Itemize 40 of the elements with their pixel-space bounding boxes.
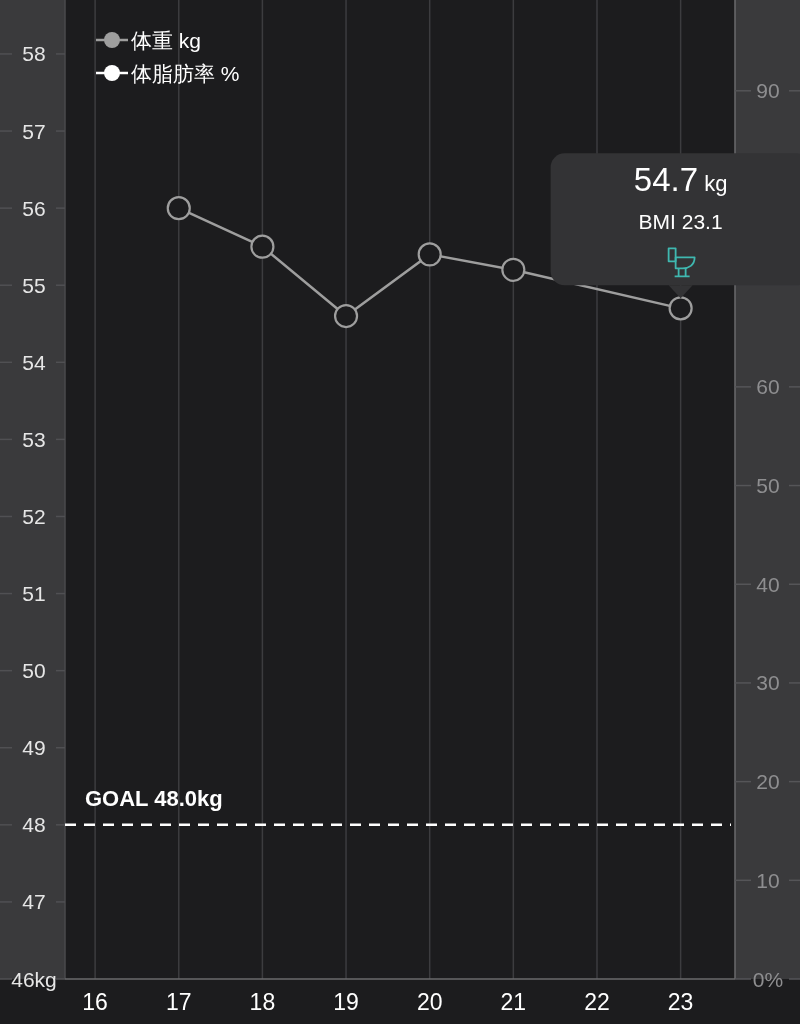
y-tick-label: 52: [22, 504, 46, 528]
legend-label: 体重 kg: [131, 28, 202, 52]
y-tick-label: 46kg: [11, 967, 57, 991]
y-tick-label: 47: [22, 890, 46, 914]
y-tick-label: 55: [22, 273, 46, 297]
y2-tick-label: 20: [756, 770, 780, 794]
y2-tick-label: 0%: [752, 967, 784, 991]
x-tick-label: 17: [165, 989, 192, 1015]
x-tick-label: 22: [584, 989, 610, 1015]
point: [333, 303, 359, 329]
x-tick-label: 20: [416, 989, 443, 1015]
y-tick-label: 51: [22, 582, 46, 606]
y2-tick-label: 40: [756, 572, 780, 596]
y-tick-label: 53: [22, 427, 46, 451]
x-tick-label: 19: [333, 989, 359, 1015]
y2-tick-label: 90: [756, 79, 780, 103]
annotation: BMI 23.1: [638, 210, 723, 234]
annotation: 54.7 kg: [633, 161, 728, 199]
y2-tick-label: 60: [756, 375, 780, 399]
y-tick-label: 54: [22, 350, 46, 374]
y-tick-label: 57: [22, 119, 46, 143]
ref-line-label: GOAL 48.0kg: [85, 785, 223, 811]
y2-tick-label: 30: [756, 671, 780, 695]
point: [166, 196, 191, 221]
y-tick-label: 48: [22, 813, 46, 837]
x-tick-label: 16: [82, 989, 108, 1015]
y2-tick-label: 10: [756, 868, 780, 892]
y-tick-label: 49: [22, 736, 46, 760]
y-tick-label: 58: [22, 42, 46, 66]
point: [501, 257, 526, 282]
y-tick-label: 56: [22, 196, 46, 220]
x-tick-label: 23: [667, 989, 694, 1015]
x-tick-label: 21: [500, 989, 527, 1015]
y-tick-label: 50: [22, 659, 46, 683]
x-tick-label: 18: [249, 989, 276, 1015]
legend-label: 体脂肪率 %: [131, 61, 240, 85]
point: [250, 234, 275, 259]
y2-tick-label: 50: [756, 474, 780, 498]
point: [417, 242, 442, 267]
point: [668, 296, 693, 321]
